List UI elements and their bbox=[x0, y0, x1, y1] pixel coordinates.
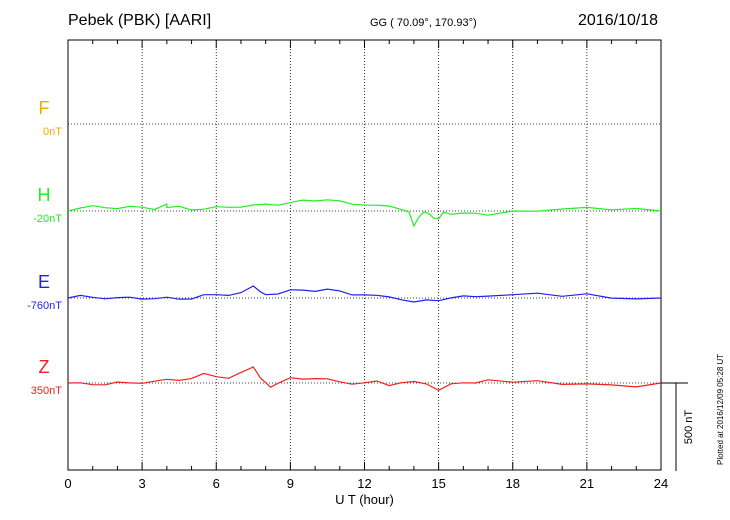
series-label-f: F bbox=[39, 98, 50, 118]
x-tick-label: 18 bbox=[506, 476, 520, 491]
x-tick-label: 24 bbox=[654, 476, 668, 491]
plot-date: 2016/10/18 bbox=[578, 12, 659, 29]
plot-frame bbox=[67, 39, 662, 471]
series-layer bbox=[67, 199, 662, 391]
x-tick-label: 6 bbox=[213, 476, 220, 491]
grid bbox=[68, 40, 661, 470]
series-baseline-z: 350nT bbox=[31, 385, 62, 397]
series-line-z bbox=[67, 366, 662, 391]
x-axis-title: U T (hour) bbox=[335, 492, 394, 507]
series-baseline-h: -20nT bbox=[33, 213, 62, 225]
series-label-h: H bbox=[38, 185, 51, 205]
channel-labels: F 0nT H -20nT E -760nT Z 350nT bbox=[27, 98, 62, 397]
x-tick-label: 9 bbox=[287, 476, 294, 491]
series-baseline-f: 0nT bbox=[43, 126, 62, 138]
series-label-z: Z bbox=[39, 357, 50, 377]
x-axis: 0 3 6 9 12 15 18 21 24 U T (hour) bbox=[64, 40, 668, 507]
series-label-e: E bbox=[38, 272, 50, 292]
x-tick-label: 0 bbox=[64, 476, 71, 491]
x-tick-label: 3 bbox=[139, 476, 146, 491]
x-tick-label: 21 bbox=[580, 476, 594, 491]
geographic-coordinates: GG ( 70.09°, 170.93°) bbox=[370, 17, 477, 29]
scale-bar-label: 500 nT bbox=[683, 410, 695, 445]
series-baseline-e: -760nT bbox=[27, 300, 62, 312]
series-line-e bbox=[67, 285, 662, 303]
series-line-h bbox=[67, 199, 662, 228]
plotted-timestamp: Plotted at 2016/12/09 05:28 UT bbox=[716, 353, 725, 465]
station-title: Pebek (PBK) [AARI] bbox=[68, 12, 212, 29]
x-tick-label: 15 bbox=[431, 476, 445, 491]
x-tick-label: 12 bbox=[357, 476, 371, 491]
scale-bar: 500 nT bbox=[661, 382, 695, 471]
